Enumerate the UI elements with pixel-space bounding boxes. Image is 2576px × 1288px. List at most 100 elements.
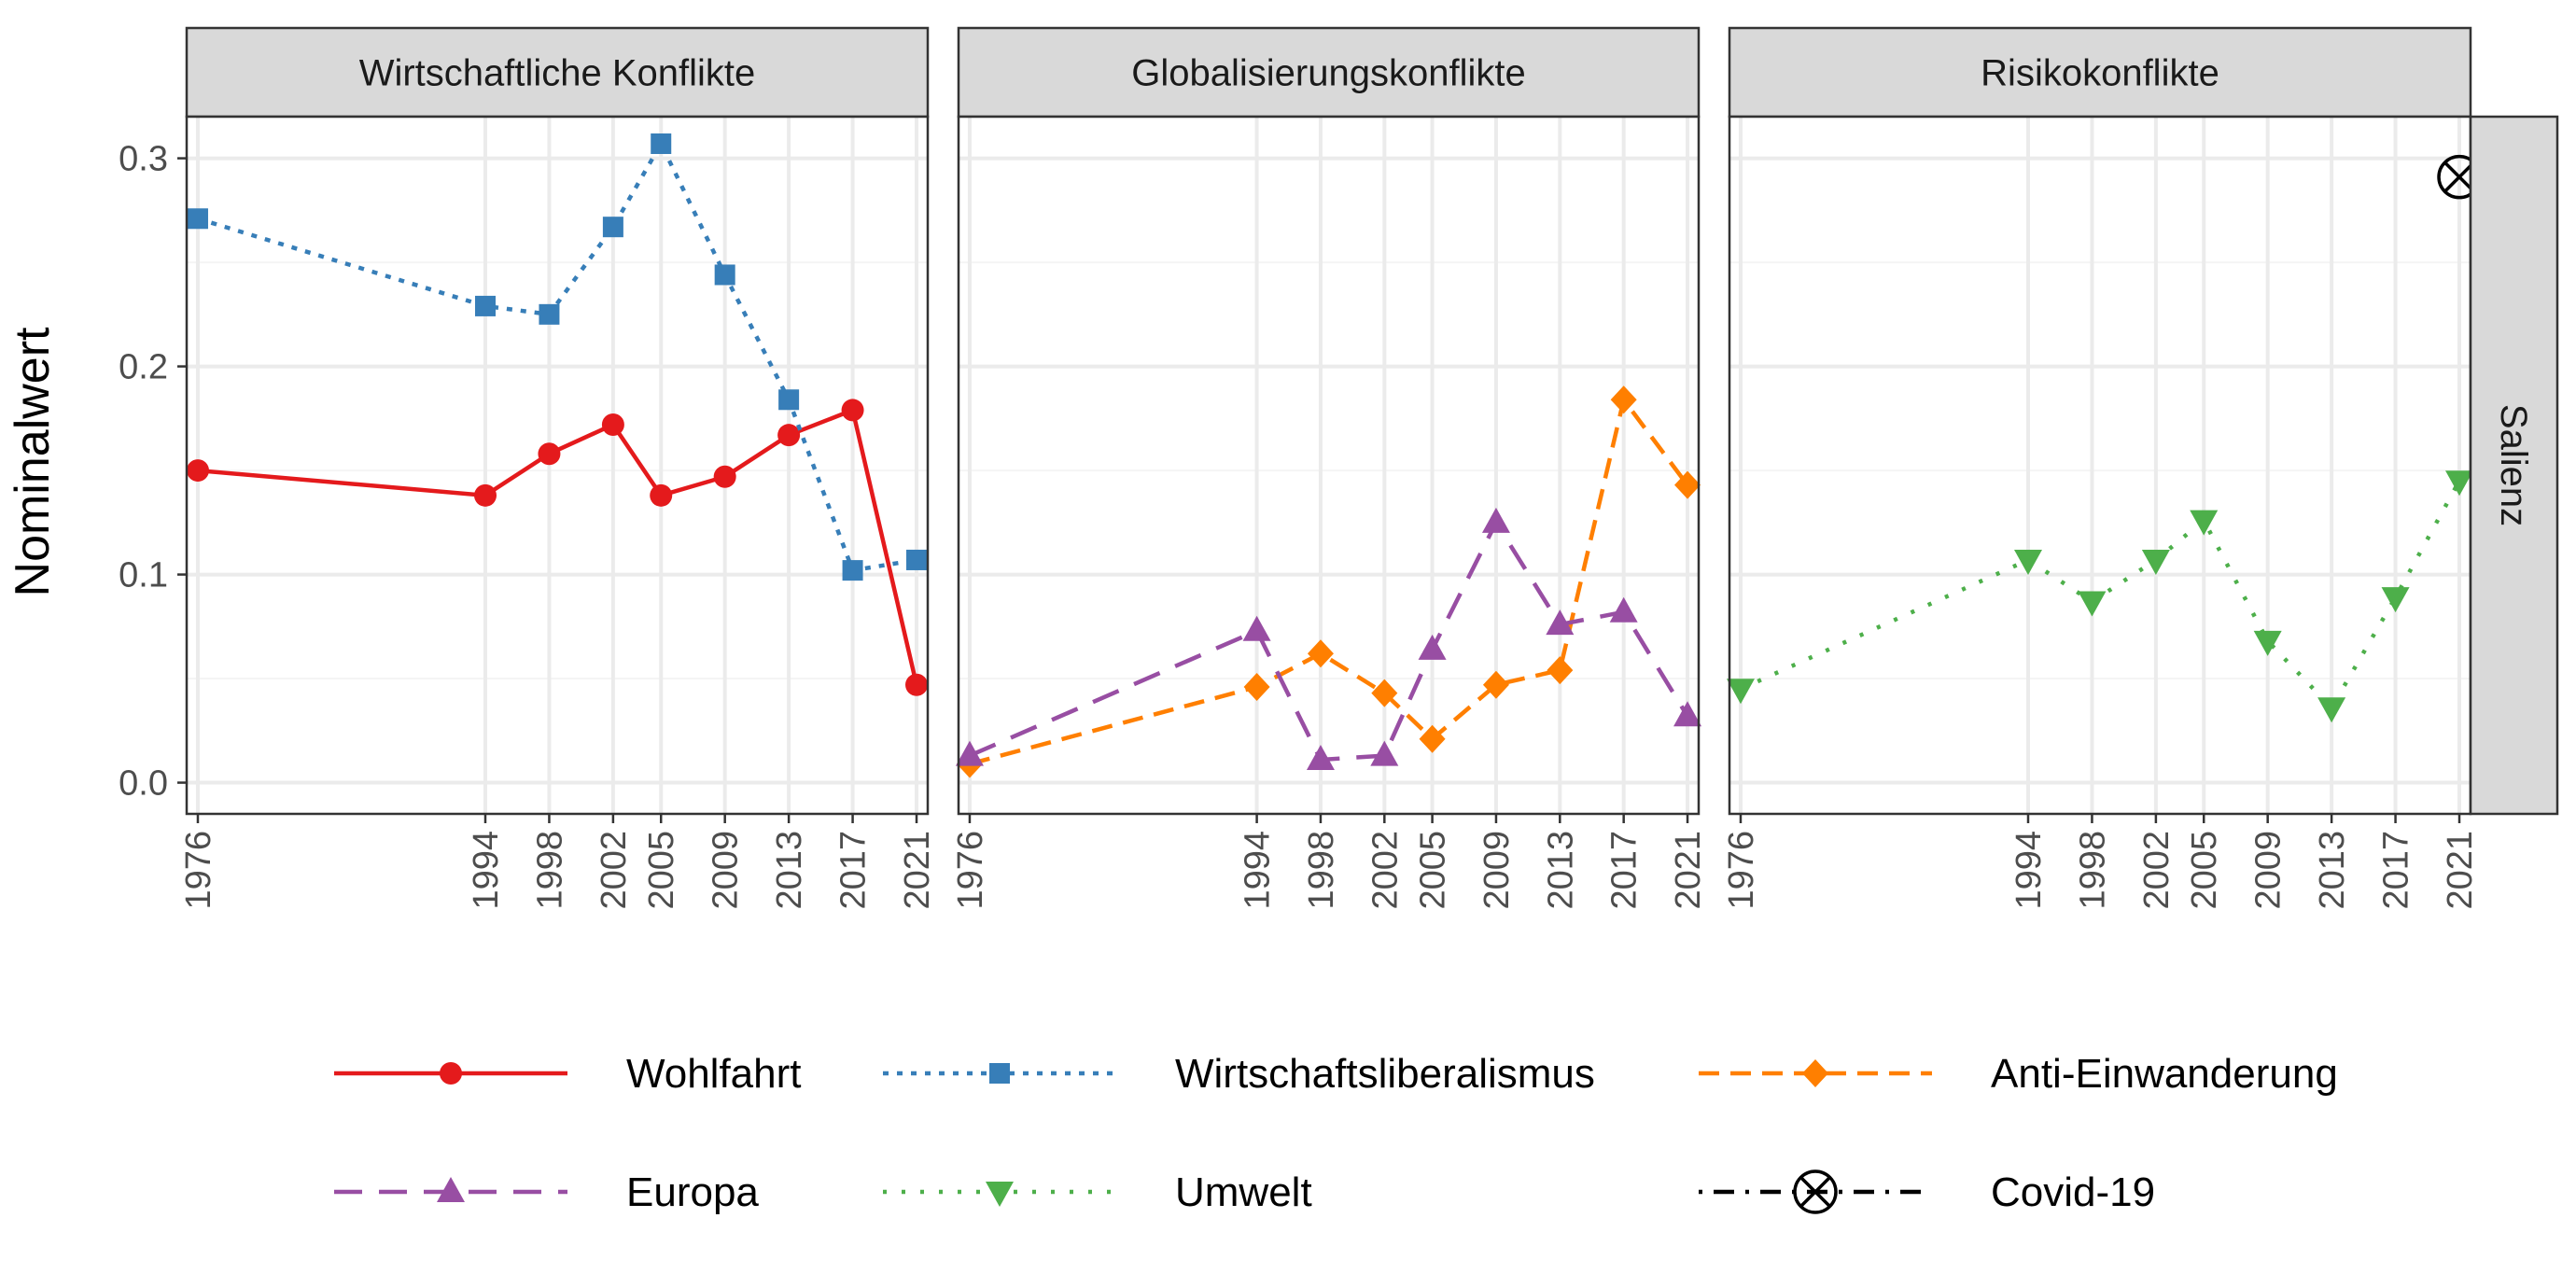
facet-strip [1728,26,2472,119]
data-point [1307,639,1334,668]
facet-title: Globalisierungskonflikte [1131,53,1525,94]
data-point [955,740,984,766]
x-tick-label: 2009 [707,831,746,910]
x-tick-label: 2013 [2313,831,2352,910]
panel-border [957,115,1701,816]
plot-area [959,117,1699,814]
row-strip-box [2469,115,2559,816]
data-point [713,465,736,488]
legend-entry-anti-einwanderung: Anti-Einwanderung [1699,1051,2338,1097]
legend-entry-europa: Europa [334,1169,759,1215]
x-tick-label: 1976 [179,831,218,910]
data-point [1673,701,1702,727]
data-point [473,483,497,507]
legend: Wohlfahrt Wirtschaftsliberalismus Anti-Ein… [334,1051,2338,1215]
data-point [2013,549,2042,575]
x-tick-label: 2017 [2377,831,2416,910]
y-axis-title: Nominalwert [6,327,60,597]
data-point [714,264,735,286]
series-europa [955,507,1702,771]
x-tick-label: 2013 [1541,831,1580,910]
data-point [1419,724,1446,753]
legend-key-marker [1793,1169,1838,1214]
x-tick-label: 2017 [1605,831,1645,910]
data-point [1674,470,1701,499]
data-point [474,295,496,316]
data-point [2445,470,2474,497]
legend-key-marker [1802,1059,1828,1087]
data-point [777,424,801,447]
data-point [2190,510,2219,536]
x-tick-label: 2002 [2137,831,2177,910]
data-point [1609,596,1638,623]
facet-strip [957,26,1701,119]
x-tick-label: 2009 [2249,831,2289,910]
data-point [1546,609,1575,636]
series-wohlfahrt [186,399,929,696]
data-point [1482,670,1509,699]
x-tick-label: 2005 [642,831,681,910]
data-point [2141,549,2170,575]
legend-key-marker [989,1063,1010,1084]
legend-entry-covid-19: Covid-19 [1699,1169,2155,1215]
panel-globalisierungskonflikte: Globalisierungskonflikte 1976 1994 1998 2002… [951,26,1708,910]
legend-label: Wirtschaftsliberalismus [1175,1051,1595,1097]
data-point [650,483,673,507]
series-wirtschaftsliberalismus [187,133,928,581]
data-point [601,413,624,437]
legend-label: Wohlfahrt [626,1051,802,1097]
x-tick-label: 1998 [2073,831,2112,910]
facet-strip [185,26,930,119]
legend-entry-umwelt: Umwelt [883,1169,1312,1215]
data-point [1371,679,1398,707]
facet-title: Wirtschaftliche Konflikte [359,53,756,94]
x-tick-label: 2021 [1669,831,1708,910]
data-point [1306,745,1335,771]
legend-key-marker [440,1062,462,1085]
x-tick-label: 1994 [467,831,506,910]
data-point [841,399,864,422]
x-tick-label: 1998 [530,831,569,910]
data-point [2253,630,2282,656]
y-tick-label: 0.1 [119,556,168,595]
plot-area [187,117,928,814]
panel-risikokonflikte: Risikokonflikte 1976 1994 1998 2002 2005 2009 2… [1722,26,2482,910]
x-tick-label: 2002 [595,831,634,910]
x-tick-label: 1994 [1239,831,1278,910]
x-tick-label: 2017 [834,831,874,910]
data-point [651,133,672,154]
data-point [1242,615,1271,641]
data-point [1726,679,1755,705]
x-tick-label: 2021 [2441,831,2480,910]
legend-entry-wohlfahrt: Wohlfahrt [334,1051,802,1097]
panel-wirtschaftliche-konflikte: Wirtschaftliche Konflikte 1976 1994 1998 200… [179,26,937,910]
y-tick-label: 0.2 [119,348,168,387]
x-tick-label: 2021 [898,831,937,910]
x-tick-label: 2005 [2185,831,2224,910]
data-point [186,459,209,483]
row-strip-label: Salienz [2493,404,2534,526]
data-point [906,549,928,570]
legend-key-marker [986,1182,1014,1207]
legend-entry-wirtschaftsliberalismus: Wirtschaftsliberalismus [883,1051,1595,1097]
data-point [1610,385,1637,414]
legend-key-marker [437,1177,465,1202]
data-point [2317,697,2346,723]
data-point [1243,672,1270,701]
data-point [1418,634,1447,660]
plot-area [1729,117,2471,814]
data-point [2381,587,2410,613]
legend-label: Europa [626,1169,759,1215]
data-point [905,673,929,696]
x-tick-label: 1976 [1722,831,1761,910]
series-umwelt [1726,470,2474,723]
data-point [539,303,560,325]
data-point [1481,507,1510,533]
legend-label: Umwelt [1175,1169,1312,1215]
panel-border [185,115,930,816]
data-point [2078,591,2107,617]
data-point [602,217,623,238]
data-point [1547,656,1574,685]
x-axis: 1976 1994 1998 2002 2005 2009 2013 2017 2021 [951,814,1708,910]
data-point [187,208,208,230]
